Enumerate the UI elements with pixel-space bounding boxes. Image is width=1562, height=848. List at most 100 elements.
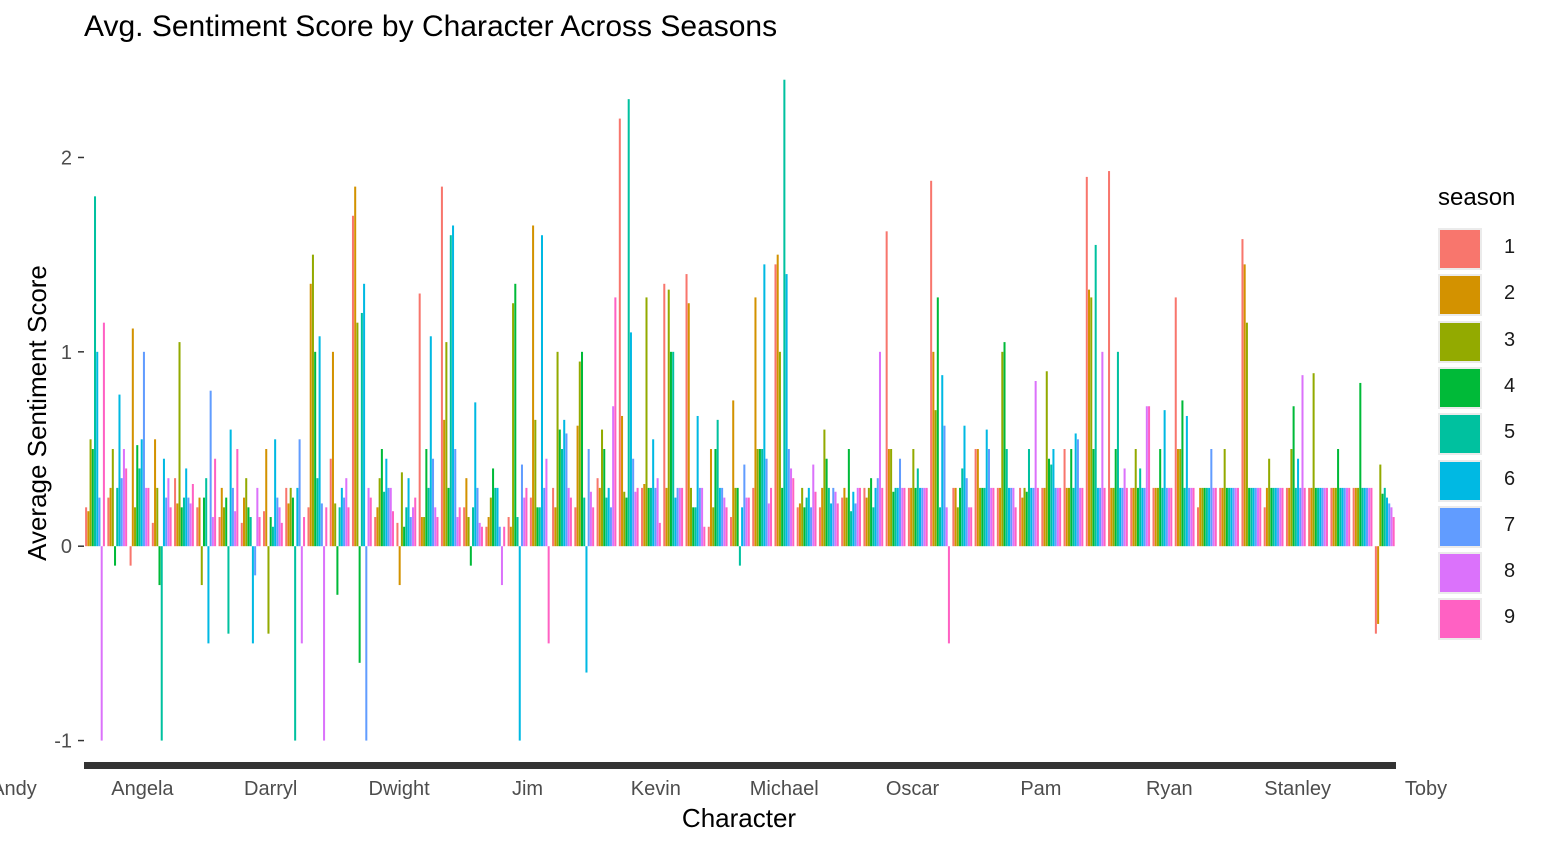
bar xyxy=(162,458,165,547)
bar xyxy=(311,254,314,547)
bar xyxy=(287,503,290,547)
bar xyxy=(1079,487,1082,547)
bar xyxy=(220,487,223,547)
bar xyxy=(583,497,586,547)
bar xyxy=(307,507,310,547)
bar xyxy=(1343,487,1346,547)
bar xyxy=(1181,400,1184,547)
bar xyxy=(1148,406,1151,547)
bar xyxy=(1145,406,1148,547)
bar xyxy=(1065,487,1068,547)
bar xyxy=(316,478,319,547)
bar xyxy=(674,497,677,547)
legend-key xyxy=(1438,552,1482,595)
bar xyxy=(1012,487,1015,547)
bar xyxy=(976,449,979,547)
bar xyxy=(540,235,543,547)
legend-key xyxy=(1438,228,1482,270)
bar xyxy=(231,487,234,547)
bar xyxy=(211,517,214,547)
bar xyxy=(378,478,381,547)
bar xyxy=(360,312,363,547)
bar xyxy=(467,517,470,547)
bar xyxy=(1297,458,1300,547)
bar xyxy=(1108,171,1111,547)
bar xyxy=(1270,487,1273,547)
x-tick-label: Jim xyxy=(512,778,543,800)
bar xyxy=(1354,487,1357,547)
bar xyxy=(887,449,890,547)
bar xyxy=(783,79,786,547)
bar xyxy=(818,507,821,547)
bar xyxy=(1308,487,1311,547)
bar xyxy=(992,487,995,547)
bar xyxy=(445,342,448,547)
x-tick-label: Michael xyxy=(750,778,819,800)
legend-label: 3 xyxy=(1504,328,1516,351)
bar xyxy=(696,415,699,547)
bar xyxy=(523,497,526,547)
bar xyxy=(810,507,813,547)
bar xyxy=(136,445,139,547)
bar xyxy=(967,507,970,547)
legend-item: 8 xyxy=(1438,550,1548,595)
bar xyxy=(629,332,632,547)
bar xyxy=(1272,487,1275,547)
bar xyxy=(1201,487,1204,547)
bar xyxy=(1341,487,1344,547)
bar xyxy=(1321,487,1324,547)
bar xyxy=(423,517,426,547)
bar xyxy=(514,283,517,547)
bar xyxy=(858,487,861,547)
bar xyxy=(832,487,835,547)
legend-key xyxy=(1438,366,1482,409)
bar xyxy=(174,478,177,547)
legend-swatch xyxy=(1440,276,1480,315)
bar xyxy=(778,351,781,547)
y-tick-label: 0 xyxy=(61,536,72,558)
bar xyxy=(1183,487,1186,547)
bar xyxy=(663,283,666,547)
bar xyxy=(852,491,855,547)
panel-background xyxy=(84,70,1396,760)
bar xyxy=(1274,487,1277,547)
legend-key xyxy=(1438,274,1482,317)
bar xyxy=(689,487,692,547)
bar xyxy=(1072,487,1075,547)
bar xyxy=(607,487,610,547)
bar xyxy=(565,433,568,547)
bar xyxy=(480,526,483,547)
bar xyxy=(391,511,395,547)
bar xyxy=(122,449,125,547)
legend-item: 1 xyxy=(1438,226,1548,270)
bar xyxy=(1041,487,1044,547)
bar xyxy=(343,497,346,547)
bar xyxy=(160,546,163,741)
bar xyxy=(369,497,372,547)
bar xyxy=(1285,487,1288,547)
bar xyxy=(747,497,750,547)
bar xyxy=(169,507,172,547)
bar xyxy=(167,478,170,547)
bar xyxy=(1330,487,1333,547)
bar xyxy=(589,491,592,547)
legend-key xyxy=(1438,598,1482,641)
bar xyxy=(347,507,350,547)
bar xyxy=(1103,487,1106,547)
bar xyxy=(596,478,599,547)
bar xyxy=(701,487,704,547)
bar xyxy=(320,503,323,547)
bar xyxy=(1094,244,1097,547)
bar xyxy=(614,297,617,547)
bar xyxy=(420,517,423,547)
bar xyxy=(787,449,790,547)
bar xyxy=(667,289,670,547)
bar xyxy=(901,487,904,547)
bar xyxy=(1257,487,1260,547)
legend-swatch xyxy=(1440,507,1480,546)
bar xyxy=(625,497,628,547)
bar xyxy=(1001,351,1004,547)
bar xyxy=(569,497,572,547)
bar xyxy=(85,507,88,547)
